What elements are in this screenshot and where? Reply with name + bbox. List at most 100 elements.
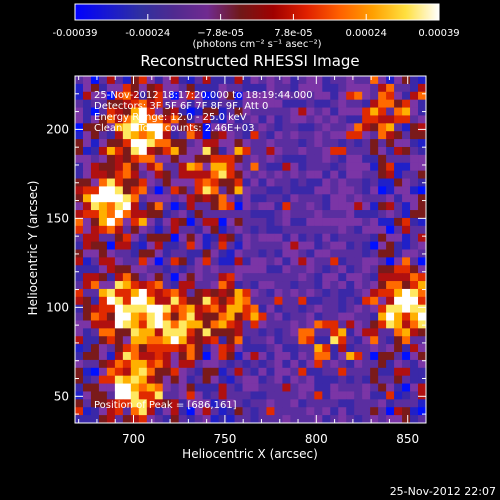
heatmap-cell bbox=[258, 210, 267, 219]
heatmap-cell bbox=[298, 375, 307, 384]
heatmap-cell bbox=[410, 170, 419, 179]
heatmap-cell bbox=[178, 407, 188, 416]
heatmap-cell bbox=[354, 170, 363, 179]
heatmap-cell bbox=[314, 352, 323, 361]
heatmap-cell bbox=[106, 115, 116, 124]
heatmap-cell bbox=[146, 399, 156, 408]
heatmap-cell bbox=[234, 210, 243, 219]
heatmap-cell bbox=[306, 352, 315, 361]
heatmap-cell bbox=[130, 336, 140, 345]
heatmap-cell bbox=[282, 186, 291, 195]
heatmap-cell bbox=[282, 288, 291, 298]
heatmap-cell bbox=[194, 359, 204, 369]
heatmap-cell bbox=[114, 178, 124, 187]
heatmap-cell bbox=[162, 296, 172, 306]
heatmap-cell bbox=[330, 91, 339, 101]
heatmap-cell bbox=[410, 344, 419, 353]
heatmap-cell bbox=[338, 407, 347, 416]
heatmap-cell bbox=[338, 375, 347, 384]
heatmap-cell bbox=[154, 154, 164, 164]
heatmap-cell bbox=[106, 281, 116, 290]
heatmap-cell bbox=[362, 91, 371, 101]
heatmap-cell bbox=[370, 257, 379, 266]
heatmap-cell bbox=[250, 407, 259, 416]
heatmap-cell bbox=[106, 304, 116, 313]
heatmap-cell bbox=[410, 375, 419, 384]
heatmap-cell bbox=[194, 202, 204, 211]
heatmap-cell bbox=[138, 139, 148, 148]
heatmap-cell bbox=[234, 131, 243, 140]
x-tick-label: 750 bbox=[213, 432, 236, 446]
heatmap-cell bbox=[330, 162, 339, 172]
heatmap-cell bbox=[154, 257, 164, 266]
heatmap-cell bbox=[122, 107, 132, 116]
heatmap-cell bbox=[314, 115, 323, 124]
heatmap-cell bbox=[378, 217, 387, 227]
heatmap-cell bbox=[290, 281, 299, 290]
heatmap-cell bbox=[290, 304, 299, 313]
heatmap-cell bbox=[410, 367, 419, 377]
heatmap-cell bbox=[122, 407, 132, 416]
heatmap-cell bbox=[258, 131, 267, 140]
heatmap-cell bbox=[114, 154, 124, 164]
heatmap-cell bbox=[130, 391, 140, 400]
heatmap-cell bbox=[234, 320, 243, 329]
heatmap-cell bbox=[274, 186, 283, 195]
heatmap-cell bbox=[410, 178, 419, 187]
heatmap-cell bbox=[418, 352, 427, 361]
heatmap-cell bbox=[314, 162, 323, 172]
heatmap-cell bbox=[354, 257, 363, 266]
heatmap-cell bbox=[370, 76, 379, 85]
heatmap-cell bbox=[122, 83, 132, 93]
heatmap-cell bbox=[354, 115, 363, 124]
heatmap-cell bbox=[394, 367, 403, 377]
heatmap-cell bbox=[114, 91, 124, 101]
heatmap-cell bbox=[322, 367, 331, 377]
heatmap-cell bbox=[234, 194, 243, 203]
heatmap-cell bbox=[394, 407, 403, 416]
heatmap-cell bbox=[386, 257, 395, 266]
heatmap-cell bbox=[146, 123, 156, 132]
heatmap-cell bbox=[122, 225, 132, 235]
heatmap-cell bbox=[274, 194, 283, 203]
heatmap-cell bbox=[178, 296, 188, 306]
heatmap-cell bbox=[82, 194, 92, 203]
heatmap-cell bbox=[138, 233, 148, 243]
heatmap-cell bbox=[282, 257, 291, 266]
heatmap-cell bbox=[378, 415, 387, 424]
heatmap-cell bbox=[138, 178, 148, 187]
heatmap-cell bbox=[194, 210, 204, 219]
heatmap-cell bbox=[410, 265, 419, 274]
heatmap-cell bbox=[330, 304, 339, 313]
heatmap-cell bbox=[314, 107, 323, 116]
heatmap-cell bbox=[226, 336, 235, 345]
heatmap-cell bbox=[90, 194, 100, 203]
heatmap-cell bbox=[122, 76, 132, 85]
heatmap-cell bbox=[98, 210, 108, 219]
heatmap-cell bbox=[250, 131, 259, 140]
heatmap-cell bbox=[210, 281, 219, 290]
heatmap-cell bbox=[322, 225, 331, 235]
heatmap-cell bbox=[274, 154, 283, 164]
heatmap-cell bbox=[234, 186, 243, 195]
heatmap-cell bbox=[266, 162, 275, 172]
heatmap-cell bbox=[154, 225, 164, 235]
heatmap-cell bbox=[242, 139, 251, 148]
heatmap-cell bbox=[90, 178, 100, 187]
heatmap-cell bbox=[106, 391, 116, 400]
heatmap-cell bbox=[402, 131, 411, 140]
heatmap-cell bbox=[154, 115, 164, 124]
heatmap-cell bbox=[394, 344, 403, 353]
heatmap-cell bbox=[354, 146, 363, 156]
heatmap-cell bbox=[410, 233, 419, 243]
heatmap-cell bbox=[266, 367, 275, 377]
heatmap-cell bbox=[346, 99, 355, 108]
heatmap-cell bbox=[250, 288, 259, 298]
heatmap-cell bbox=[338, 115, 347, 124]
heatmap-cell bbox=[242, 99, 251, 108]
heatmap-cell bbox=[186, 233, 196, 243]
heatmap-cell bbox=[338, 241, 347, 250]
heatmap-cell bbox=[218, 375, 227, 384]
heatmap-cell bbox=[218, 154, 227, 164]
heatmap-cell bbox=[154, 107, 164, 116]
